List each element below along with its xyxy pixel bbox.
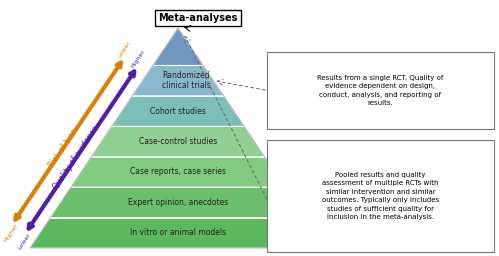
Text: Expert opinion, anecdotes: Expert opinion, anecdotes: [128, 198, 228, 207]
Text: Case reports, case series: Case reports, case series: [130, 167, 226, 176]
Text: In vitro or animal models: In vitro or animal models: [130, 228, 226, 237]
Text: Lower: Lower: [117, 40, 132, 59]
Text: Lower: Lower: [17, 232, 32, 251]
Polygon shape: [153, 28, 203, 65]
FancyBboxPatch shape: [267, 52, 494, 129]
Polygon shape: [71, 157, 285, 187]
Polygon shape: [30, 218, 326, 248]
Text: Results from a single RCT. Quality of
evidence dependent on design,
conduct, ana: Results from a single RCT. Quality of ev…: [317, 75, 444, 106]
Text: Higher: Higher: [3, 222, 19, 243]
Polygon shape: [91, 126, 264, 157]
Polygon shape: [112, 96, 244, 126]
Text: Cohort studies: Cohort studies: [150, 106, 206, 115]
Polygon shape: [132, 65, 224, 96]
Text: Meta-analyses: Meta-analyses: [158, 13, 238, 23]
Text: Pooled results and quality
assessment of multiple RCTs with
similar intervention: Pooled results and quality assessment of…: [322, 172, 439, 220]
Text: Risk of bias: Risk of bias: [47, 128, 79, 169]
Polygon shape: [50, 187, 305, 218]
Text: Higher: Higher: [130, 48, 146, 69]
Text: Quality of evidence: Quality of evidence: [52, 124, 101, 191]
Text: Randomized
clinical trials: Randomized clinical trials: [162, 71, 211, 90]
FancyBboxPatch shape: [267, 140, 494, 252]
Text: Case-control studies: Case-control studies: [139, 137, 217, 146]
